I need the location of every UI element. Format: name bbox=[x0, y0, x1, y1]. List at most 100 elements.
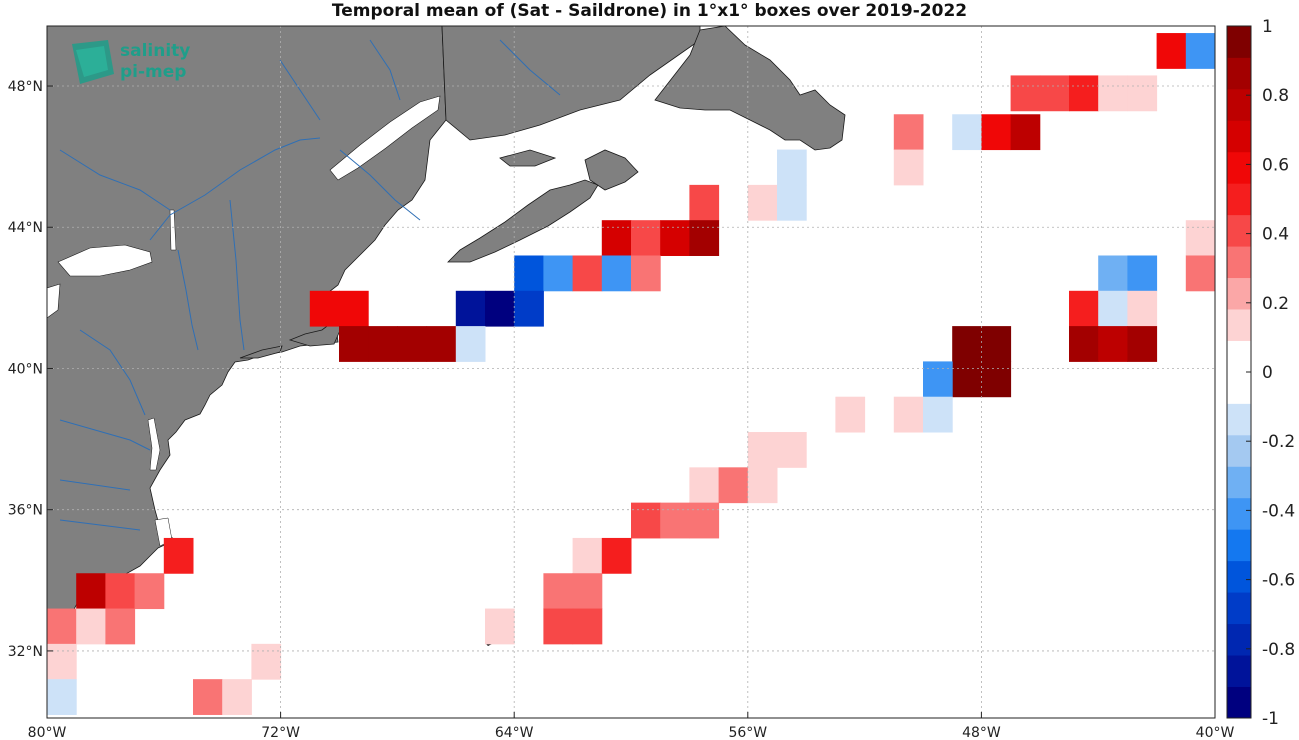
colorbar-segment bbox=[1227, 592, 1251, 625]
heatmap-cell bbox=[631, 502, 661, 539]
heatmap-cell bbox=[76, 608, 106, 645]
heatmap-cell bbox=[543, 573, 574, 610]
colorbar-segment bbox=[1227, 655, 1251, 687]
heatmap-cell bbox=[485, 290, 515, 327]
heatmap-cell bbox=[1185, 220, 1215, 256]
heatmap-cell bbox=[572, 608, 603, 645]
longitude-ticks: 80°W 72°W 64°W 56°W 48°W 40°W bbox=[28, 712, 1234, 740]
saint-lawrence-estuary bbox=[329, 95, 441, 181]
colorbar-segment bbox=[1227, 497, 1251, 530]
lakes-layer bbox=[47, 95, 441, 547]
heatmap-cell bbox=[689, 502, 720, 539]
heatmap-cell bbox=[572, 255, 603, 292]
heatmap-cell bbox=[163, 537, 194, 574]
colorbar-segment bbox=[1227, 403, 1251, 436]
heatmap-cell bbox=[718, 467, 749, 504]
colorbar-tick-label: -1 bbox=[1262, 709, 1279, 729]
logo-line2: pi-mep bbox=[120, 62, 186, 82]
heatmap-cell bbox=[76, 573, 106, 610]
land-pei bbox=[499, 149, 557, 167]
lat-tick-label: 40°N bbox=[8, 361, 43, 377]
heatmap-cell bbox=[952, 361, 982, 398]
heatmap-cell bbox=[485, 608, 515, 645]
heatmap-cell bbox=[1156, 33, 1187, 69]
colorbar bbox=[1226, 25, 1252, 719]
land-layer bbox=[47, 26, 846, 646]
river-connecticut bbox=[229, 199, 245, 351]
river-labrador bbox=[499, 39, 561, 96]
heatmap-cell bbox=[455, 290, 486, 327]
colorbar-segment bbox=[1227, 26, 1251, 58]
heatmap-cell bbox=[193, 679, 223, 715]
land-newfoundland bbox=[654, 26, 846, 151]
heatmap-cell bbox=[105, 573, 136, 610]
river-james bbox=[59, 479, 131, 491]
heatmap-cell bbox=[1127, 75, 1158, 112]
heatmap-cell bbox=[1098, 255, 1128, 292]
heatmap-cell bbox=[1010, 75, 1041, 112]
heatmap-cell bbox=[1069, 290, 1099, 327]
colorbar-tick-label: 0 bbox=[1262, 363, 1273, 383]
river-manicouagan bbox=[369, 39, 401, 101]
rivers-layer bbox=[59, 39, 561, 531]
colorbar-tick-label: -0.2 bbox=[1262, 432, 1295, 452]
heatmap-cell bbox=[1069, 75, 1099, 112]
heatmap-cell bbox=[368, 326, 398, 362]
colorbar-segment bbox=[1227, 88, 1251, 121]
heatmap-cell bbox=[47, 608, 77, 645]
heatmap-cell bbox=[309, 290, 340, 327]
heatmap-cell bbox=[601, 255, 632, 292]
heatmap-cell bbox=[981, 114, 1012, 151]
land-long-island bbox=[239, 345, 283, 359]
heatmap-cell bbox=[660, 220, 690, 256]
heatmap-cell bbox=[689, 467, 720, 504]
colorbar-segment bbox=[1227, 57, 1251, 90]
colorbar-segment bbox=[1227, 686, 1251, 719]
lat-tick-label: 44°N bbox=[8, 220, 43, 236]
chart-title: Temporal mean of (Sat - Saildrone) in 1°… bbox=[331, 1, 968, 21]
heatmap-cell bbox=[689, 220, 720, 256]
heatmap-cell bbox=[923, 361, 953, 398]
lon-tick-label: 56°W bbox=[728, 725, 767, 740]
lake-ontario bbox=[57, 244, 153, 277]
heatmap-cell bbox=[514, 290, 544, 327]
river-roanoke bbox=[59, 519, 141, 531]
heatmap-cell bbox=[339, 290, 369, 327]
heatmap-cell bbox=[601, 537, 632, 574]
colorbar-tick-label: 0.2 bbox=[1262, 294, 1289, 314]
heatmap-cell bbox=[747, 467, 778, 504]
heatmap-cell bbox=[1098, 75, 1128, 112]
heatmap-cell bbox=[835, 396, 866, 433]
heatmap-cell bbox=[777, 184, 807, 221]
heatmap-cell bbox=[631, 255, 661, 292]
river-hudson bbox=[177, 249, 199, 351]
heatmap-cell bbox=[631, 220, 661, 256]
colorbar-segment bbox=[1227, 560, 1251, 593]
colorbar-segment bbox=[1227, 120, 1251, 153]
heatmap-cell bbox=[1185, 255, 1215, 292]
heatmap-cell bbox=[47, 643, 77, 680]
heatmap-cell bbox=[952, 326, 982, 362]
land-cape-breton bbox=[584, 149, 639, 191]
river-saint-john bbox=[339, 149, 421, 221]
river-potomac bbox=[59, 419, 151, 451]
heatmap-cell bbox=[1185, 33, 1215, 69]
lat-tick-label: 32°N bbox=[8, 644, 43, 660]
heatmap-cell bbox=[893, 114, 924, 151]
colorbar-segment bbox=[1227, 340, 1251, 373]
heatmap-cell bbox=[455, 326, 486, 362]
heatmap-cells bbox=[47, 33, 1215, 715]
salinity-pi-mep-logo: salinity pi-mep bbox=[72, 40, 190, 84]
colorbar-ticks: 1 0.8 0.6 0.4 0.2 0 -0.2 -0.4 -0.6 -0.8 -1 bbox=[1246, 17, 1295, 729]
heatmap-cell bbox=[923, 396, 953, 433]
river-susquehanna bbox=[79, 329, 146, 416]
heatmap-cell bbox=[543, 255, 574, 292]
colorbar-segment bbox=[1227, 246, 1251, 279]
logo-line1: salinity bbox=[120, 41, 190, 61]
river-ottawa bbox=[59, 149, 171, 211]
colorbar-tick-label: 1 bbox=[1262, 17, 1273, 37]
heatmap-cell bbox=[47, 679, 77, 715]
heatmap-cell bbox=[601, 220, 632, 256]
lon-tick-label: 48°W bbox=[962, 725, 1001, 740]
